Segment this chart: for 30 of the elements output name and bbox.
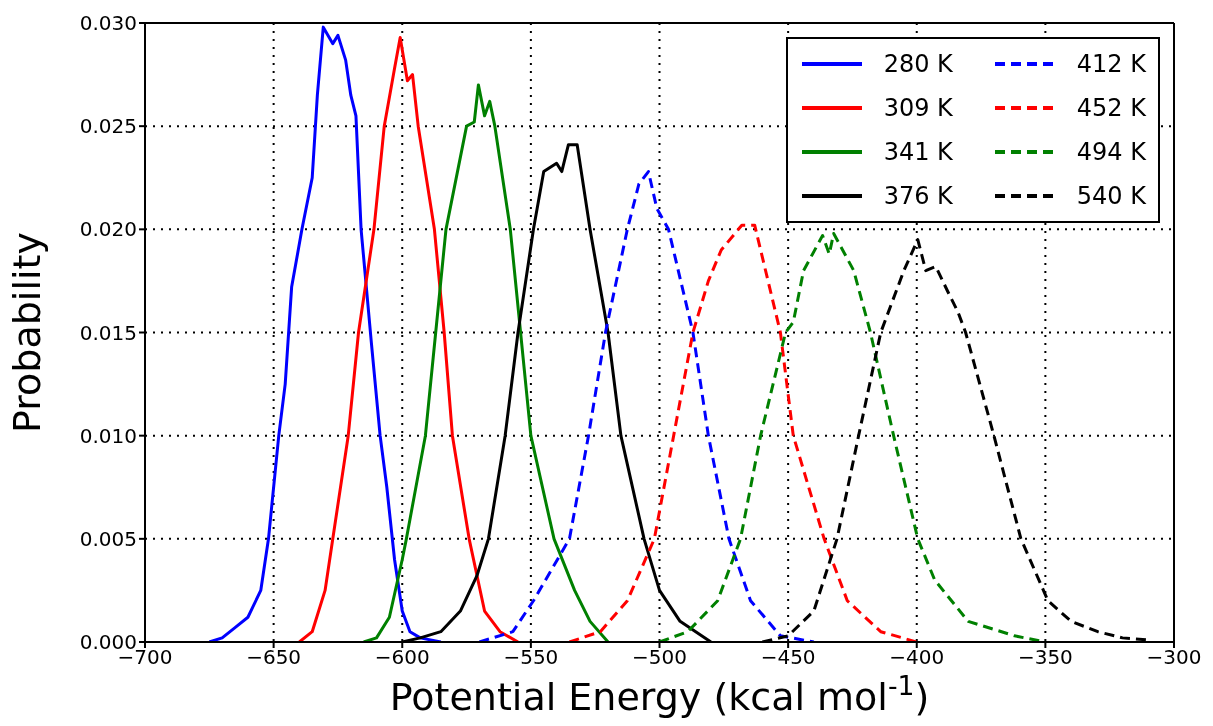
line-series (207, 25, 443, 642)
legend-label: 452 K (1076, 94, 1146, 122)
x-tick-label: −500 (632, 645, 687, 670)
y-tick-label: 0.025 (79, 114, 137, 139)
line-series (362, 83, 610, 642)
y-tick-label: 0.010 (79, 423, 137, 448)
y-tick-label: 0.015 (79, 320, 137, 345)
y-tick-label: 0.030 (79, 11, 137, 36)
legend-label: 280 K (883, 50, 953, 78)
line-series (477, 170, 816, 642)
x-axis-title: Potential Energy (kcal mol$^{-1}$) (389, 669, 930, 719)
legend-label: 309 K (883, 94, 953, 122)
legend-label: 540 K (1076, 182, 1146, 210)
x-tick-label: −450 (760, 645, 816, 670)
y-tick-label: 0.005 (79, 526, 137, 551)
y-tick-label: 0.020 (79, 217, 137, 242)
legend-label: 341 K (883, 138, 953, 166)
x-tick-label: −300 (1146, 645, 1202, 670)
line-series (658, 231, 1047, 642)
y-axis-title: Probability (5, 232, 49, 433)
x-tick-label: −600 (374, 645, 430, 670)
x-tick-label: −650 (246, 645, 302, 670)
x-tick-label: −550 (503, 645, 559, 670)
line-series (567, 223, 919, 642)
line-series (297, 35, 520, 642)
legend-label: 412 K (1076, 50, 1146, 78)
legend-label: 494 K (1076, 138, 1146, 166)
x-tick-label: −350 (1017, 645, 1073, 670)
legend-label: 376 K (883, 182, 953, 210)
x-tick-label: −400 (889, 645, 945, 670)
